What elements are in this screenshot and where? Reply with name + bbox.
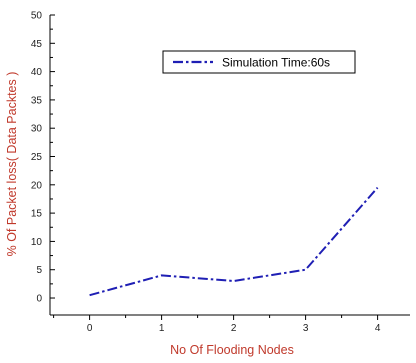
x-tick-label: 1 (159, 323, 165, 334)
legend-label: Simulation Time:60s (222, 56, 330, 70)
x-tick-label: 0 (87, 323, 93, 334)
y-axis-title: % Of Packet loss( Data Packtes ) (5, 72, 19, 257)
legend: Simulation Time:60s (163, 51, 355, 73)
series-layer (90, 188, 378, 296)
x-axis-title: No Of Flooding Nodes (170, 343, 294, 357)
x-tick-label: 4 (375, 323, 381, 334)
y-tick-label: 15 (31, 209, 43, 220)
y-tick-label: 35 (31, 95, 43, 106)
y-tick-label: 45 (31, 39, 43, 50)
y-tick-label: 40 (31, 67, 43, 78)
y-tick-label: 50 (31, 11, 43, 22)
y-tick-label: 25 (31, 152, 43, 163)
y-tick-label: 5 (36, 265, 42, 276)
y-tick-label: 10 (31, 237, 43, 248)
y-tick-label: 30 (31, 124, 43, 135)
x-tick-label: 2 (231, 323, 237, 334)
y-tick-label: 0 (36, 294, 42, 305)
series-line (90, 188, 378, 296)
x-tick-label: 3 (303, 323, 309, 334)
y-tick-label: 20 (31, 180, 43, 191)
